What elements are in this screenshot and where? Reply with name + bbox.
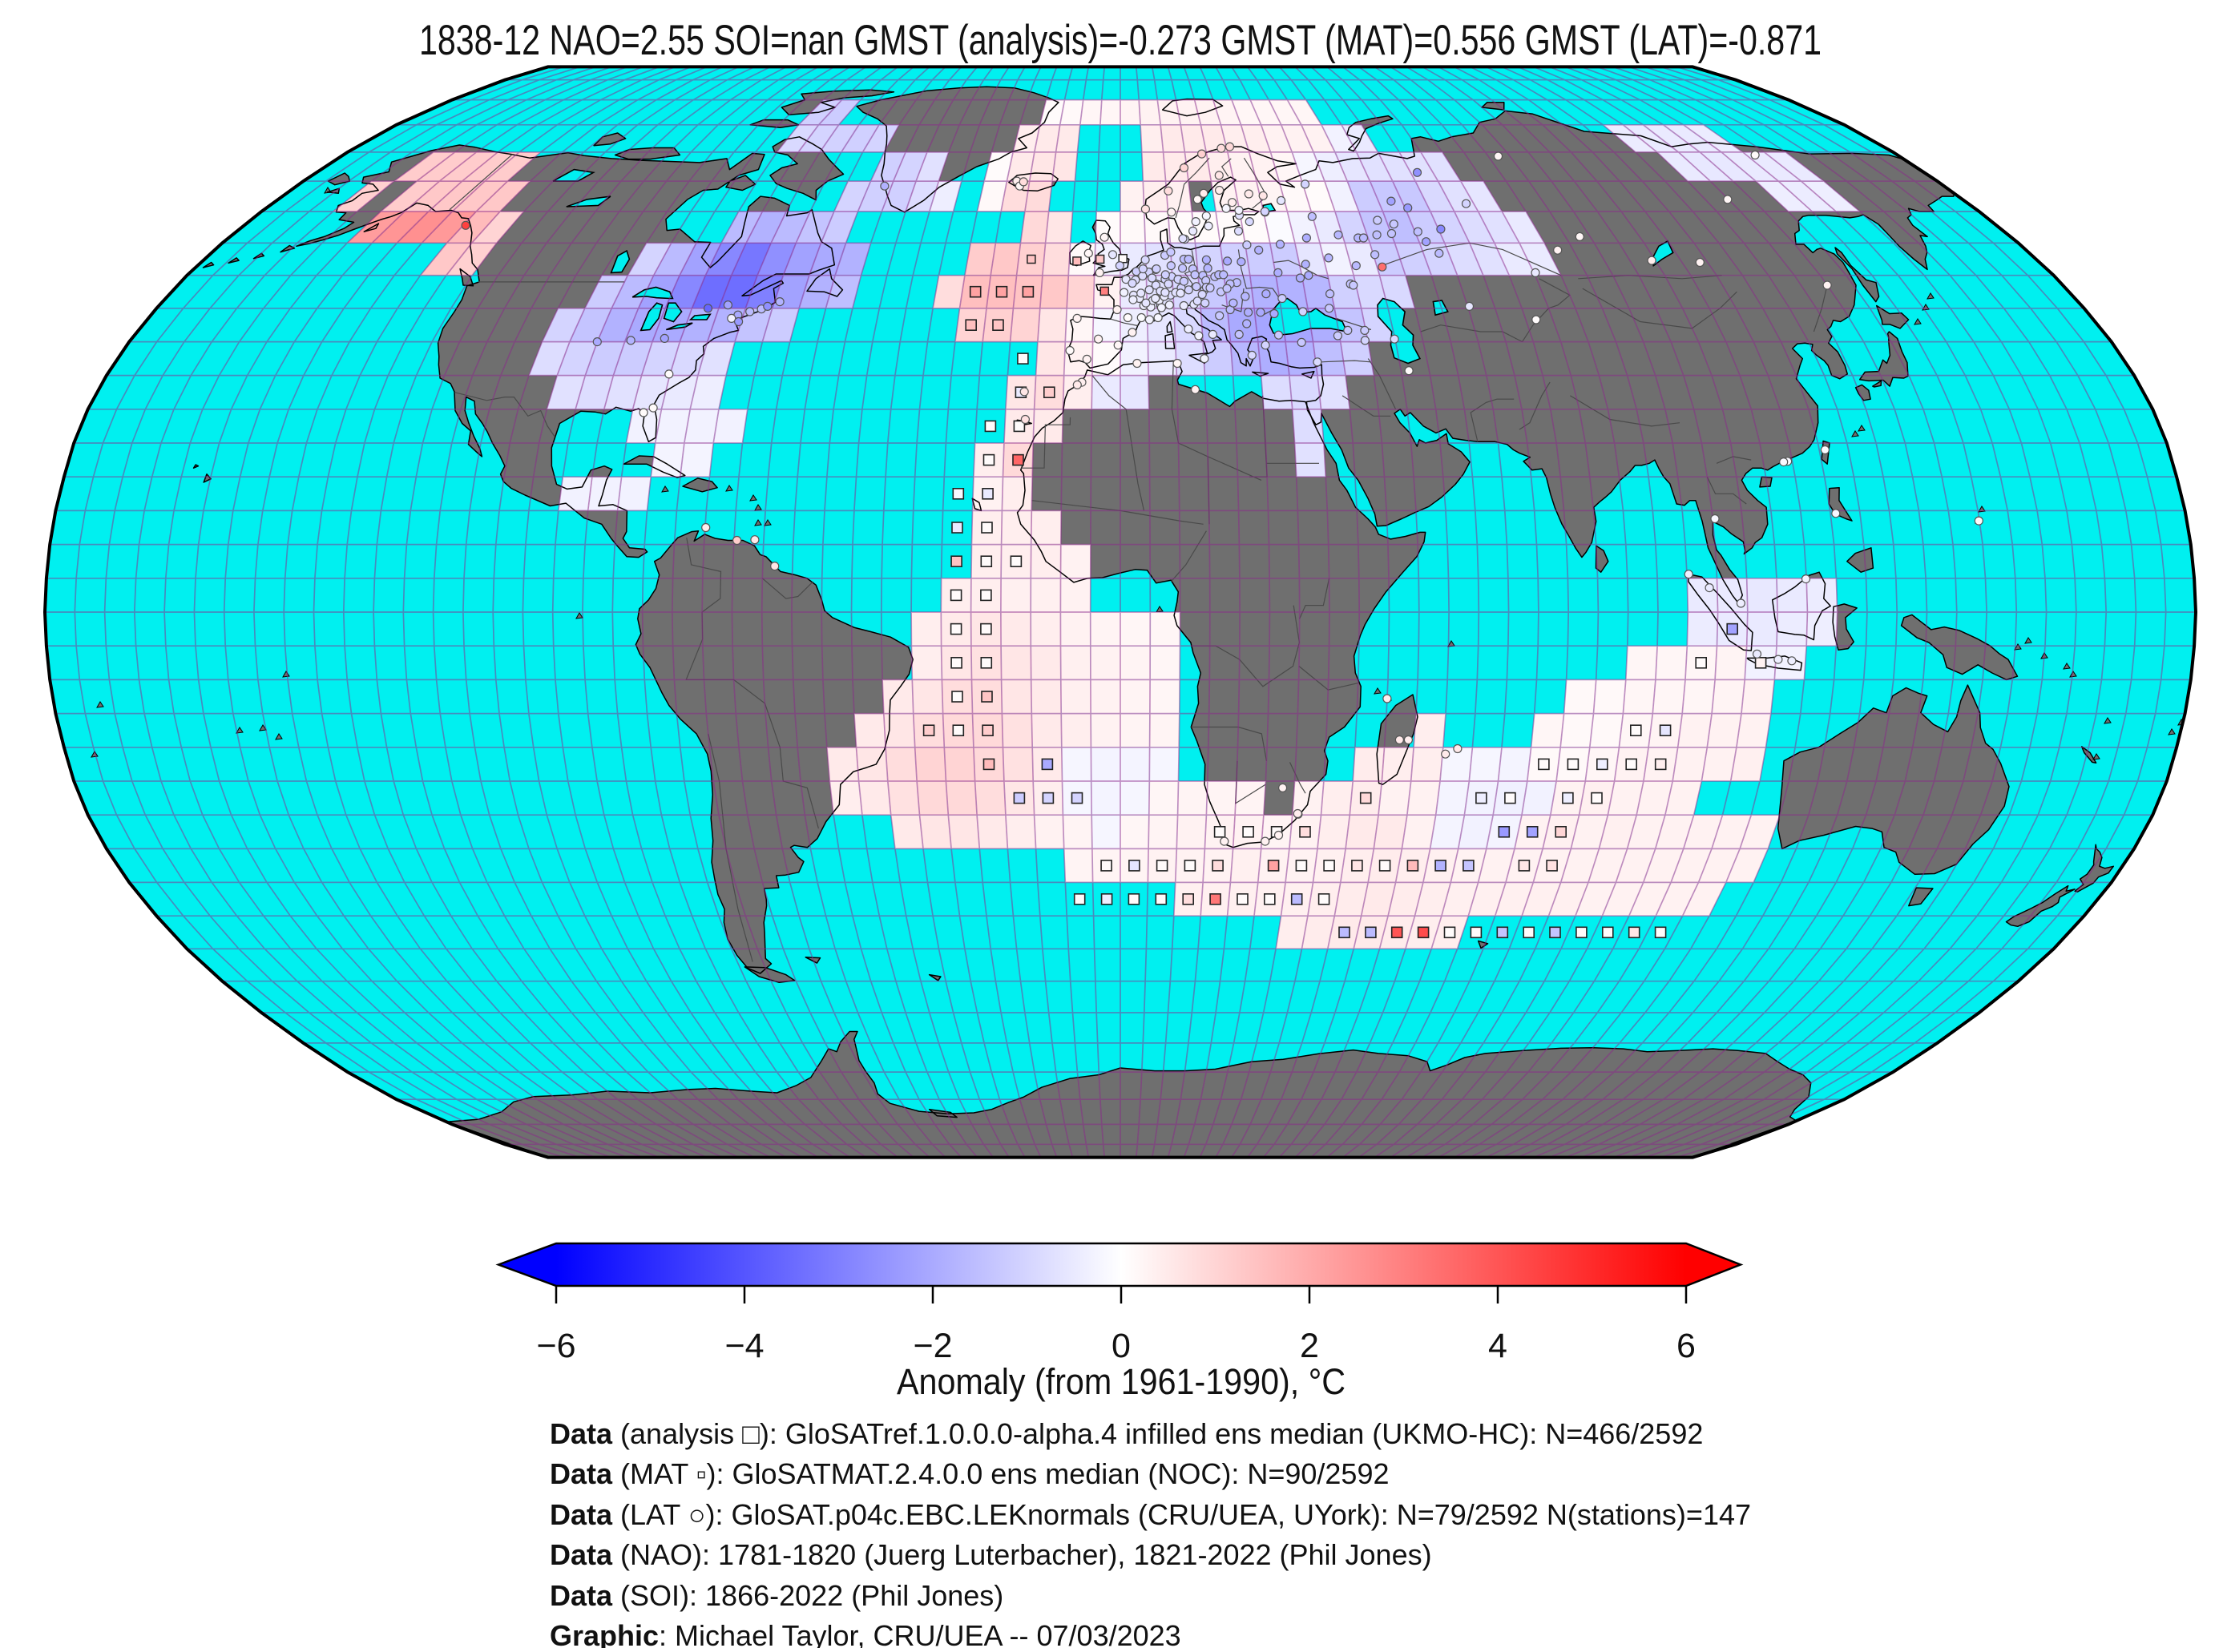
svg-text:2: 2 bbox=[1300, 1327, 1319, 1365]
svg-text:Data (SOI): 1866-2022 (Phil Jo: Data (SOI): 1866-2022 (Phil Jones) bbox=[550, 1579, 1003, 1612]
svg-text:Data (analysis □): GloSATref.1: Data (analysis □): GloSATref.1.0.0.0-alp… bbox=[550, 1417, 1703, 1450]
svg-text:0: 0 bbox=[1112, 1327, 1131, 1365]
svg-text:−2: −2 bbox=[913, 1327, 952, 1365]
svg-text:−6: −6 bbox=[536, 1327, 575, 1365]
svg-text:−4: −4 bbox=[724, 1327, 764, 1365]
svg-text:4: 4 bbox=[1488, 1327, 1507, 1365]
svg-text:Data (MAT ▫): GloSATMAT.2.4.0.: Data (MAT ▫): GloSATMAT.2.4.0.0 ens medi… bbox=[550, 1457, 1389, 1490]
svg-text:6: 6 bbox=[1676, 1327, 1696, 1365]
svg-text:1838-12 NAO=2.55 SOI=nan GMST: 1838-12 NAO=2.55 SOI=nan GMST (analysis)… bbox=[419, 17, 1822, 64]
svg-text:Data (NAO): 1781-1820 (Juerg L: Data (NAO): 1781-1820 (Juerg Luterbacher… bbox=[550, 1538, 1432, 1571]
svg-text:Data (LAT ○): GloSAT.p04c.EBC.: Data (LAT ○): GloSAT.p04c.EBC.LEKnormals… bbox=[550, 1498, 1751, 1531]
svg-text:Anomaly (from 1961-1990), °C: Anomaly (from 1961-1990), °C bbox=[897, 1361, 1346, 1402]
svg-text:Graphic: Michael Taylor, CRU/U: Graphic: Michael Taylor, CRU/UEA -- 07/0… bbox=[550, 1619, 1181, 1648]
